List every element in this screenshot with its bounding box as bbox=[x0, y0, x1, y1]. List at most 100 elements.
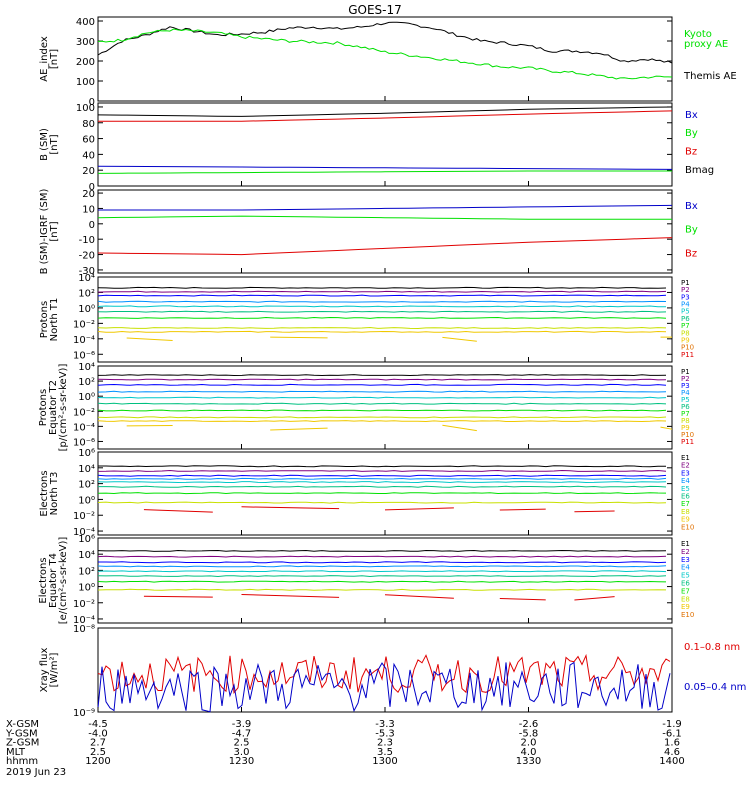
flux-fragment bbox=[384, 594, 454, 599]
flux-fragment bbox=[574, 510, 615, 513]
panel-frame bbox=[97, 276, 673, 363]
panel-frame bbox=[97, 189, 673, 274]
legend-label-e8: E8 bbox=[681, 508, 690, 516]
y-tick-label: 10⁻² bbox=[73, 407, 95, 418]
ephemeris-value: 3.5 bbox=[377, 747, 393, 758]
legend-label-p6: P6 bbox=[681, 315, 690, 323]
ephemeris-value: 4.0 bbox=[521, 747, 537, 758]
legend-label-p5: P5 bbox=[681, 308, 690, 316]
legend-label-p11: P11 bbox=[681, 438, 694, 446]
ephemeris-row-label: Y-GSM bbox=[5, 728, 38, 739]
y-tick-label: 10⁴ bbox=[78, 464, 95, 475]
series-line-2 bbox=[98, 110, 673, 122]
y-tick-label: 10⁻⁴ bbox=[73, 335, 95, 346]
y-tick-label: 20 bbox=[82, 189, 95, 200]
y-tick-label: 0 bbox=[89, 97, 95, 108]
y-tick-label: 10⁻² bbox=[73, 599, 95, 610]
ephemeris-value: 2.7 bbox=[90, 738, 106, 749]
flux-line-2 bbox=[97, 555, 667, 558]
series-line-1 bbox=[98, 204, 673, 211]
y-axis-label: North T1 bbox=[49, 298, 60, 342]
y-tick-label: 400 bbox=[76, 17, 95, 28]
flux-fragment bbox=[241, 593, 340, 598]
y-tick-label: 20 bbox=[82, 166, 95, 177]
flux-line-1 bbox=[97, 549, 667, 552]
y-axis-label: Equator T2 bbox=[48, 380, 59, 435]
legend-label-p2: P2 bbox=[681, 286, 690, 294]
y-tick-label: 10⁻⁴ bbox=[73, 527, 95, 538]
flux-line-6 bbox=[97, 310, 667, 313]
series-line-3 bbox=[97, 237, 673, 256]
flux-line-6 bbox=[98, 485, 667, 488]
y-tick-label: 60 bbox=[82, 135, 95, 146]
flux-fragment bbox=[499, 597, 546, 601]
y-axis-label: Electrons bbox=[39, 470, 50, 516]
ephemeris-row-label: Z-GSM bbox=[6, 738, 39, 749]
legend-label: 0.05–0.4 nm bbox=[684, 682, 746, 693]
series-line-2 bbox=[97, 215, 672, 220]
legend-label-e8: E8 bbox=[681, 595, 690, 603]
y-tick-label: 10⁰ bbox=[78, 304, 95, 315]
y-tick-label: 10⁴ bbox=[78, 362, 95, 373]
legend-label: 0.1–0.8 nm bbox=[684, 642, 740, 653]
panel-2: 100 80 60 40 20 0 B (SM) [nT] Bx By Bz Bmag bbox=[39, 102, 714, 193]
y-axis-label: [nT] bbox=[49, 49, 60, 69]
panel-4: 10⁴ 10² 10⁰ 10⁻² 10⁻⁴ 10⁻⁶ Protons North T1 P1P2… bbox=[39, 273, 694, 363]
y-axis-label: [W/m²] bbox=[49, 652, 60, 687]
y-tick-label: 10² bbox=[78, 377, 95, 388]
flux-line-8 bbox=[97, 416, 667, 419]
ephemeris-value: 2.0 bbox=[521, 738, 537, 749]
ephemeris-value: 1300 bbox=[372, 756, 397, 767]
legend-label: Kyoto bbox=[684, 29, 712, 40]
y-tick-label: 10⁰ bbox=[78, 392, 95, 403]
flux-line-8 bbox=[97, 501, 667, 504]
y-tick-label: 100 bbox=[76, 103, 95, 114]
panel-7: 10⁶ 10⁴ 10² 10⁰ 10⁻² 10⁻⁴ Electrons Equator T4[… bbox=[38, 534, 694, 626]
y-tick-label: 10 bbox=[82, 204, 95, 215]
legend-label-p8: P8 bbox=[681, 329, 690, 337]
y-tick-label: 10² bbox=[78, 480, 95, 491]
y-tick-label: 10⁻⁸ bbox=[73, 624, 95, 635]
legend-label-e6: E6 bbox=[681, 493, 690, 501]
legend-label-e2: E2 bbox=[681, 548, 690, 556]
flux-fragment bbox=[499, 508, 546, 511]
flux-line-7 bbox=[97, 492, 667, 495]
flux-line-3 bbox=[98, 561, 667, 564]
flux-line-5 bbox=[97, 570, 667, 573]
flux-line-3 bbox=[97, 474, 667, 477]
legend-label-e3: E3 bbox=[681, 469, 690, 477]
y-tick-label: 10⁶ bbox=[78, 534, 95, 545]
flux-line-3 bbox=[97, 294, 667, 297]
ephemeris-value: -2.6 bbox=[519, 719, 539, 730]
legend-label-p7: P7 bbox=[681, 410, 690, 418]
legend-label: Bz bbox=[685, 147, 697, 158]
flux-line-7 bbox=[97, 409, 667, 412]
flux-fragment bbox=[126, 337, 173, 341]
ephemeris-value: 1230 bbox=[229, 756, 254, 767]
y-axis-label: B (SM)-IGRF (SM) bbox=[39, 189, 50, 275]
legend-label-e1: E1 bbox=[681, 454, 690, 462]
legend-label: By bbox=[685, 128, 698, 139]
flux-fragment bbox=[143, 595, 213, 598]
flux-fragment bbox=[241, 506, 340, 510]
ephemeris-value: 1.6 bbox=[664, 738, 680, 749]
y-tick-label: 10⁶ bbox=[78, 448, 95, 459]
ephemeris-value: -1.9 bbox=[662, 719, 682, 730]
ephemeris-value: 3.0 bbox=[234, 747, 250, 758]
y-tick-label: 10⁻⁹ bbox=[73, 708, 95, 719]
y-tick-label: -30 bbox=[79, 266, 95, 277]
flux-fragment bbox=[660, 426, 673, 430]
legend-label: By bbox=[685, 225, 698, 236]
flux-line-8 bbox=[97, 588, 667, 591]
panel-5: 10⁴ 10² 10⁰ 10⁻² 10⁻⁴ 10⁻⁶ Protons Equator T2 [p… bbox=[38, 362, 694, 451]
flux-fragment bbox=[270, 427, 328, 431]
ephemeris-value: -4.0 bbox=[88, 728, 108, 739]
legend-label-p6: P6 bbox=[681, 403, 690, 411]
legend-label: Bx bbox=[685, 110, 698, 121]
xray-short-line bbox=[97, 661, 671, 713]
flux-line-1 bbox=[97, 374, 667, 377]
ephemeris-value: -4.7 bbox=[232, 728, 252, 739]
